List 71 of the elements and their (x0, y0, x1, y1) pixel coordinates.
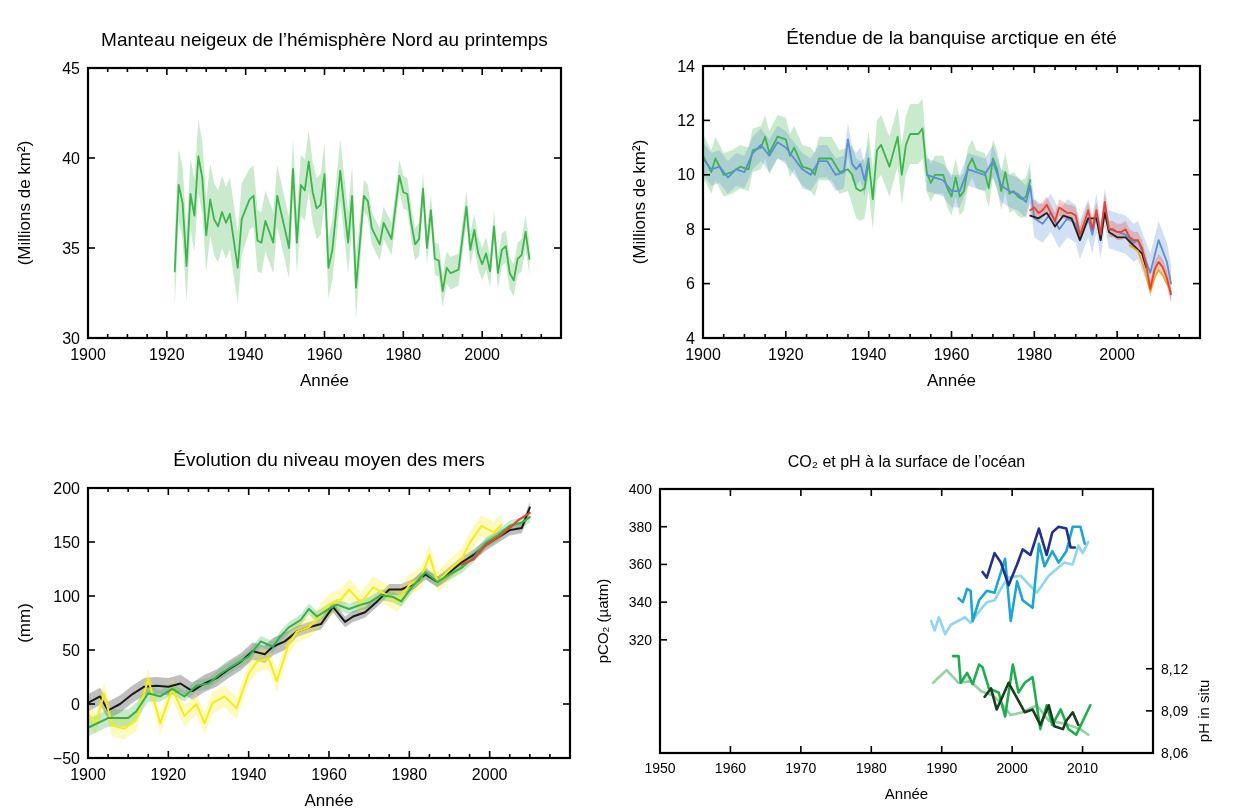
line-series (702, 127, 1032, 201)
x-tick-label: 1980 (391, 766, 428, 783)
y-tick-label: 14 (677, 57, 696, 75)
y-tick-label: 200 (53, 479, 81, 497)
y-axis-title: (mm) (15, 603, 34, 643)
y-tick-label: 6 (686, 275, 696, 293)
y-axis-title: pCO₂ (µatm) (594, 578, 611, 664)
y-tick-label: 340 (628, 594, 653, 611)
x-tick-label: 1920 (149, 346, 185, 363)
x-axis-title: Année (884, 785, 929, 802)
line-series (1128, 244, 1172, 293)
chart-title: Étendue de la banquise arctique en été (786, 27, 1117, 48)
y-tick-label: 45 (62, 59, 81, 77)
x-tick-label: 1920 (150, 766, 187, 783)
x-tick-label: 2000 (1099, 346, 1136, 363)
x-tick-label: 1960 (311, 766, 347, 783)
y-tick-label: 8 (686, 220, 696, 238)
x-axis-title: Année (299, 371, 350, 390)
x-tick-label: 1980 (855, 760, 888, 776)
y-tick-label: 35 (62, 239, 81, 257)
y-tick-label: 4 (686, 329, 696, 347)
x-tick-label: 2010 (1066, 760, 1099, 776)
x-tick-label: 1950 (644, 760, 676, 776)
x-tick-label: 2000 (464, 346, 501, 363)
line-series (957, 525, 1086, 623)
x-tick-label: 2000 (996, 760, 1028, 776)
y-tick-label: 40 (62, 149, 81, 167)
x-tick-label: 1940 (227, 346, 264, 363)
y-tick-label: 10 (677, 166, 696, 184)
x-tick-label: 1940 (230, 766, 267, 783)
x-tick-label: 1990 (926, 760, 958, 776)
line-series (1029, 211, 1148, 269)
y-tick-label: 400 (628, 480, 653, 497)
y-axis-title: (Millions de km²) (630, 139, 649, 265)
chart-title: CO₂ et pH à la surface de l’océan (787, 453, 1026, 470)
x-tick-label: 1980 (385, 346, 422, 363)
y2-axis-title: pH in situ (1195, 679, 1212, 743)
y-tick-label: 100 (53, 587, 81, 605)
line-series (983, 681, 1080, 731)
y-tick-label: 150 (53, 533, 81, 551)
y-tick-label: 0 (71, 695, 81, 713)
y-tick-label: 380 (628, 518, 653, 535)
chart-title: Évolution du niveau moyen des mers (173, 449, 485, 470)
x-tick-label: 1920 (768, 346, 804, 363)
line-series (929, 540, 1090, 636)
line-series (981, 525, 1077, 587)
y-tick-label: −50 (52, 749, 81, 767)
x-axis-title: Année (926, 371, 977, 390)
y-tick-label: 50 (62, 641, 81, 659)
x-tick-label: 2000 (471, 766, 508, 783)
y-tick-label: 30 (62, 329, 81, 347)
x-tick-label: 1960 (714, 760, 747, 776)
y2-tick-label: 8,09 (1161, 702, 1189, 719)
y-tick-label: 12 (677, 112, 696, 129)
x-tick-label: 1900 (685, 346, 721, 363)
x-tick-label: 1900 (70, 346, 106, 363)
y2-tick-label: 8,06 (1161, 744, 1189, 761)
line-series (173, 155, 531, 293)
y-tick-label: 360 (628, 556, 653, 573)
x-tick-label: 1960 (306, 346, 343, 363)
x-tick-label: 1940 (850, 346, 887, 363)
x-tick-label: 1970 (785, 760, 817, 776)
x-tick-label: 1980 (1016, 346, 1053, 363)
chart-title: Manteau neigeux de l’hémisphère Nord au printemps (101, 29, 548, 50)
x-axis-title: Année (304, 791, 354, 810)
x-tick-label: 1900 (70, 766, 106, 783)
line-series (460, 511, 531, 566)
x-tick-label: 1960 (933, 346, 970, 363)
y-axis-title: (Millions de km²) (15, 140, 34, 266)
y-tick-label: 320 (628, 631, 653, 648)
y2-tick-label: 8,12 (1161, 660, 1189, 677)
